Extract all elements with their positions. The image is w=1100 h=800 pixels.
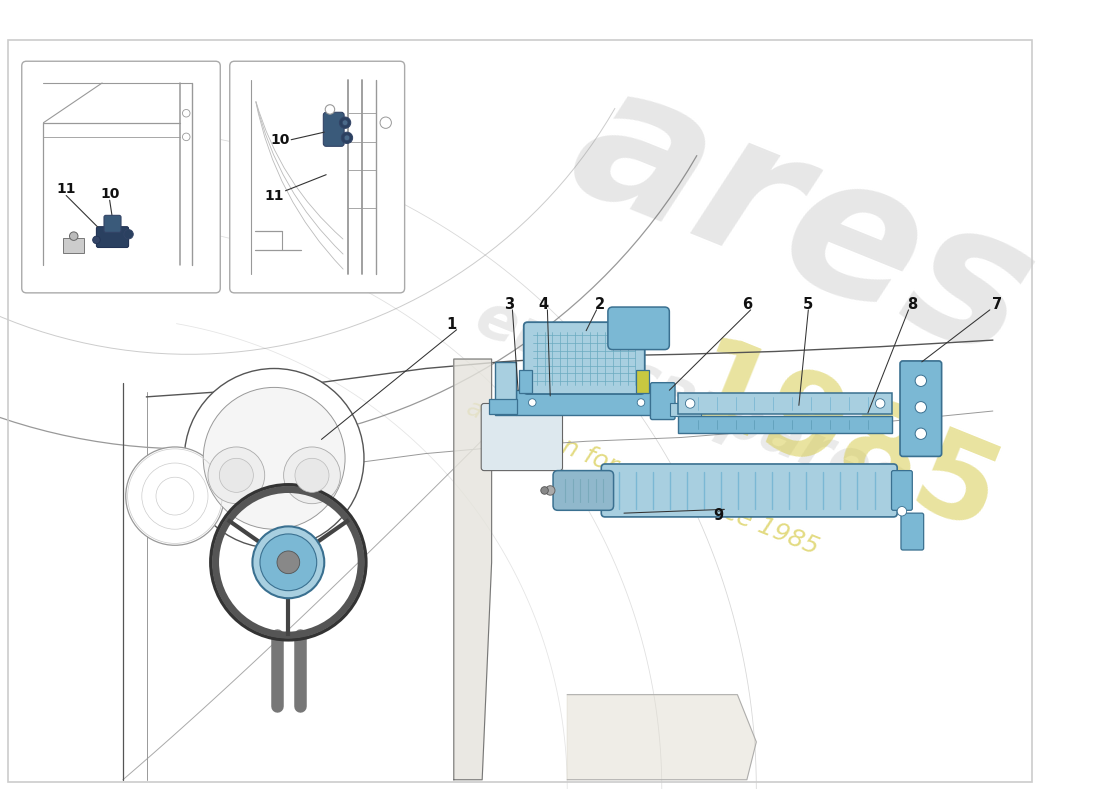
Circle shape: [341, 132, 353, 143]
Text: a passion for parts since 1985: a passion for parts since 1985: [463, 395, 823, 559]
Text: 1985: 1985: [668, 330, 1015, 559]
Text: eurocarpares: eurocarpares: [466, 289, 913, 514]
FancyBboxPatch shape: [104, 215, 121, 232]
Text: 5: 5: [803, 297, 813, 312]
Circle shape: [541, 486, 548, 494]
Text: 11: 11: [56, 182, 76, 196]
Circle shape: [528, 398, 536, 406]
Circle shape: [326, 105, 334, 114]
Circle shape: [344, 135, 350, 141]
FancyBboxPatch shape: [900, 361, 942, 457]
Circle shape: [277, 551, 299, 574]
Circle shape: [685, 398, 695, 408]
Polygon shape: [454, 359, 492, 780]
Circle shape: [637, 398, 645, 406]
Circle shape: [219, 458, 253, 492]
Circle shape: [898, 506, 906, 516]
FancyBboxPatch shape: [481, 403, 562, 470]
Circle shape: [252, 526, 324, 598]
Text: 10: 10: [271, 133, 289, 146]
Circle shape: [125, 447, 224, 546]
FancyBboxPatch shape: [495, 362, 516, 415]
FancyBboxPatch shape: [22, 62, 220, 293]
Text: 2: 2: [595, 297, 605, 312]
Circle shape: [183, 110, 190, 117]
FancyBboxPatch shape: [553, 470, 614, 510]
FancyBboxPatch shape: [678, 393, 892, 414]
FancyBboxPatch shape: [891, 470, 912, 510]
FancyBboxPatch shape: [97, 226, 129, 247]
Circle shape: [69, 232, 78, 240]
Text: 8: 8: [908, 297, 917, 312]
FancyBboxPatch shape: [650, 382, 675, 419]
Text: ares: ares: [548, 46, 1059, 398]
FancyBboxPatch shape: [516, 390, 657, 415]
FancyBboxPatch shape: [64, 238, 84, 253]
Circle shape: [204, 387, 345, 530]
Circle shape: [208, 447, 265, 504]
Text: 11: 11: [264, 190, 284, 203]
Circle shape: [183, 133, 190, 141]
Circle shape: [342, 120, 348, 126]
Circle shape: [915, 375, 926, 386]
FancyBboxPatch shape: [323, 112, 344, 146]
Text: 6: 6: [741, 297, 752, 312]
Circle shape: [260, 534, 317, 590]
Circle shape: [876, 398, 884, 408]
Circle shape: [381, 117, 392, 128]
Circle shape: [92, 236, 100, 244]
FancyBboxPatch shape: [670, 402, 701, 416]
FancyBboxPatch shape: [519, 370, 532, 393]
FancyBboxPatch shape: [608, 307, 669, 350]
FancyBboxPatch shape: [524, 322, 645, 394]
FancyBboxPatch shape: [230, 62, 405, 293]
Circle shape: [284, 447, 340, 504]
Circle shape: [915, 402, 926, 413]
Circle shape: [124, 230, 133, 239]
Circle shape: [546, 486, 556, 495]
FancyBboxPatch shape: [636, 370, 649, 393]
FancyBboxPatch shape: [901, 513, 924, 550]
Text: 3: 3: [504, 297, 514, 312]
FancyBboxPatch shape: [602, 464, 898, 517]
Text: 10: 10: [100, 186, 120, 201]
Text: 9: 9: [714, 507, 724, 522]
Circle shape: [915, 428, 926, 439]
FancyBboxPatch shape: [488, 398, 517, 414]
Polygon shape: [568, 694, 757, 780]
Text: 1: 1: [446, 317, 456, 331]
Circle shape: [185, 369, 364, 548]
FancyBboxPatch shape: [678, 416, 892, 433]
Circle shape: [295, 458, 329, 492]
Text: 4: 4: [539, 297, 549, 312]
Text: 7: 7: [992, 297, 1002, 312]
Circle shape: [340, 117, 351, 128]
